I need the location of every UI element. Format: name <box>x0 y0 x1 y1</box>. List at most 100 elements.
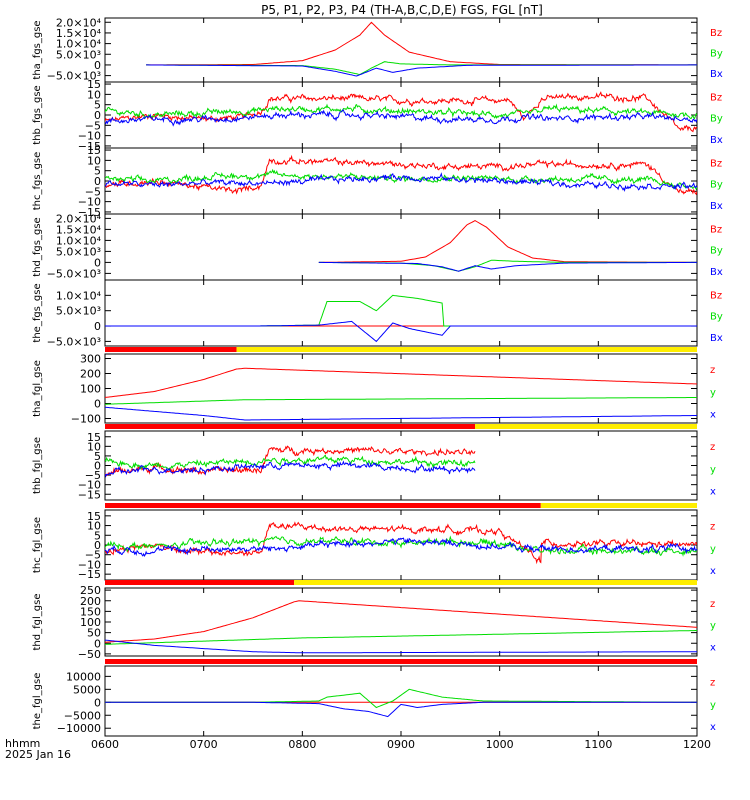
panel-label: tha_fgl_gse <box>32 360 43 417</box>
y-tick-label: 1.0×10⁴ <box>56 38 102 51</box>
status-bar-yellow <box>294 580 697 585</box>
panel-frame <box>104 430 698 501</box>
y-tick-label: 200 <box>80 368 101 381</box>
x-tick-label: 0900 <box>387 738 415 751</box>
y-tick-label: 50 <box>87 627 101 640</box>
y-tick-label: 5 <box>94 165 101 178</box>
legend-x: x <box>710 566 716 577</box>
y-tick-label: −15 <box>78 206 101 219</box>
status-bar-yellow <box>540 503 697 508</box>
series-z <box>105 91 697 133</box>
series-z <box>105 154 697 196</box>
y-tick-label: 250 <box>80 584 101 597</box>
status-bar-red <box>105 503 541 508</box>
y-tick-label: 2.0×10⁴ <box>56 212 102 225</box>
x-tick-label: 1100 <box>584 738 612 751</box>
panel-label: thc_fgs_gse <box>32 152 43 211</box>
legend-y: By <box>710 49 723 60</box>
y-tick-label: 10 <box>87 154 101 167</box>
series-z <box>105 445 476 476</box>
legend-z: Bz <box>710 159 722 170</box>
status-bar-red <box>105 424 475 429</box>
legend-z: Bz <box>710 28 722 39</box>
legend-y: By <box>710 114 723 125</box>
panel-frame <box>104 279 698 347</box>
series-x <box>105 406 697 421</box>
y-tick-label: 15 <box>87 510 101 523</box>
y-tick-label: 0 <box>94 398 101 411</box>
y-tick-label: 0 <box>94 696 101 709</box>
series-z <box>105 367 697 398</box>
legend-z: Bz <box>710 225 722 236</box>
y-tick-label: −5000 <box>64 709 101 722</box>
y-tick-label: 0 <box>94 109 101 122</box>
series-y <box>105 630 697 645</box>
y-tick-label: −10 <box>78 130 101 143</box>
y-tick-label: 5 <box>94 529 101 542</box>
y-tick-label: 0 <box>94 637 101 650</box>
y-tick-label: 200 <box>80 595 101 608</box>
series-x <box>105 109 697 127</box>
legend-x: Bx <box>710 267 723 278</box>
y-tick-label: −50 <box>78 648 101 661</box>
y-tick-label: 5.0×10³ <box>56 48 101 61</box>
y-tick-label: −15 <box>78 488 101 501</box>
y-tick-label: 150 <box>80 605 101 618</box>
y-tick-label: 10 <box>87 520 101 533</box>
y-tick-label: 10 <box>87 88 101 101</box>
status-bar-red <box>105 659 697 664</box>
series-y <box>105 294 697 327</box>
legend-x: Bx <box>710 135 723 146</box>
y-tick-label: 5.0×10³ <box>56 305 101 318</box>
y-tick-label: −15 <box>78 140 101 153</box>
legend-z: z <box>710 677 715 688</box>
panel-frame <box>104 665 698 737</box>
panel-frame <box>104 353 698 424</box>
legend-x: x <box>710 409 716 420</box>
legend-x: Bx <box>710 201 723 212</box>
series-y <box>105 454 476 471</box>
y-tick-label: 1.0×10⁴ <box>56 234 102 247</box>
x-tick-label: 0800 <box>288 738 316 751</box>
series-y <box>105 168 697 191</box>
series-x <box>318 261 697 272</box>
y-tick-label: −5 <box>85 469 101 482</box>
legend-y: y <box>710 387 716 398</box>
y-tick-label: −10 <box>78 558 101 571</box>
y-tick-label: 100 <box>80 383 101 396</box>
y-tick-label: −5.0×10³ <box>47 267 101 280</box>
y-tick-label: 15 <box>87 78 101 91</box>
y-tick-label: 0 <box>94 175 101 188</box>
series-x <box>105 537 697 557</box>
y-tick-label: 0 <box>94 460 101 473</box>
x-tick-label: 1200 <box>683 738 711 751</box>
series-y <box>105 103 697 120</box>
y-tick-label: 0 <box>94 59 101 72</box>
legend-y: By <box>710 180 723 191</box>
x-tick-label: 1000 <box>486 738 514 751</box>
series-y <box>105 397 697 405</box>
y-tick-label: 100 <box>80 616 101 629</box>
legend-z: Bz <box>710 291 722 302</box>
series-z <box>105 521 697 565</box>
y-tick-label: 0 <box>94 320 101 333</box>
y-tick-label: −15 <box>78 568 101 581</box>
y-tick-label: −10 <box>78 196 101 209</box>
series-x <box>146 64 697 77</box>
y-tick-label: 5000 <box>73 683 101 696</box>
y-tick-label: −5.0×10³ <box>47 335 101 348</box>
y-tick-label: 5 <box>94 99 101 112</box>
x-tick-label: 0600 <box>91 738 119 751</box>
y-tick-label: 15 <box>87 431 101 444</box>
date-label: 2025 Jan 16 <box>5 748 71 761</box>
y-tick-label: −5 <box>85 119 101 132</box>
panel-label: thc_fgl_gse <box>32 517 43 573</box>
series-x <box>105 639 697 654</box>
legend-y: y <box>710 621 716 632</box>
